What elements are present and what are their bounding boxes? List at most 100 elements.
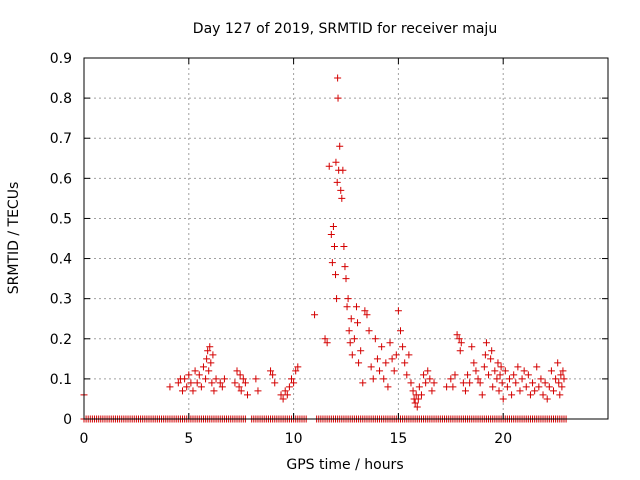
y-tick-label: 0.9 (50, 51, 72, 67)
data-point (352, 303, 360, 311)
data-point (554, 359, 562, 367)
data-point (537, 375, 545, 383)
data-point (361, 307, 369, 315)
data-point (493, 375, 501, 383)
data-point (545, 383, 553, 391)
data-point (174, 379, 182, 387)
data-point (241, 379, 249, 387)
data-point (267, 367, 275, 375)
data-point (535, 383, 543, 391)
data-point (321, 335, 329, 343)
data-point (394, 307, 402, 315)
data-point (508, 391, 516, 399)
data-point (424, 367, 432, 375)
data-point (456, 347, 464, 355)
data-point (342, 275, 350, 283)
data-point (541, 379, 549, 387)
data-point (478, 391, 486, 399)
data-point (531, 387, 539, 395)
data-point (340, 243, 348, 251)
data-point (207, 359, 215, 367)
data-point (488, 347, 496, 355)
data-point (396, 327, 404, 335)
y-tick-label: 0 (63, 412, 72, 428)
data-point (233, 367, 241, 375)
y-tick-label: 0.1 (50, 372, 72, 388)
data-point (210, 387, 218, 395)
data-point (480, 363, 488, 371)
data-point (559, 367, 567, 375)
data-point (411, 399, 419, 407)
data-point (209, 351, 217, 359)
data-point (294, 363, 302, 371)
data-point (557, 371, 565, 379)
data-point (328, 259, 336, 267)
data-point (498, 379, 506, 387)
data-point (363, 311, 371, 319)
data-point (197, 383, 205, 391)
data-point (330, 243, 338, 251)
data-point (365, 327, 373, 335)
data-point (329, 222, 337, 230)
data-point (239, 375, 247, 383)
data-point (290, 379, 298, 387)
y-tick-label: 0.6 (50, 171, 72, 187)
data-point (341, 263, 349, 271)
x-tick-label: 0 (80, 431, 89, 447)
data-point (405, 351, 413, 359)
data-point (339, 166, 347, 174)
data-point (529, 379, 537, 387)
data-point (422, 379, 430, 387)
data-point (347, 315, 355, 323)
data-point (218, 383, 226, 391)
data-point (346, 339, 354, 347)
data-point (415, 383, 423, 391)
data-point (491, 367, 499, 375)
data-point (203, 355, 211, 363)
data-point (461, 387, 469, 395)
data-point (332, 158, 340, 166)
data-point (344, 295, 352, 303)
data-point (499, 395, 507, 403)
data-point (518, 375, 526, 383)
data-point (235, 383, 243, 391)
data-point (378, 343, 386, 351)
data-point (403, 371, 411, 379)
data-point (231, 379, 239, 387)
data-point (350, 335, 358, 343)
data-point (348, 351, 356, 359)
y-tick-label: 0.2 (50, 332, 72, 348)
data-point (388, 355, 396, 363)
y-tick-label: 0.8 (50, 91, 72, 107)
plot-frame (83, 57, 609, 420)
data-point (338, 194, 346, 202)
data-point (555, 379, 563, 387)
data-point (468, 343, 476, 351)
data-point (336, 142, 344, 150)
data-point (325, 162, 333, 170)
data-point (407, 379, 415, 387)
data-point (390, 367, 398, 375)
data-point (496, 371, 504, 379)
data-point (426, 375, 434, 383)
data-point (277, 391, 285, 399)
data-point (369, 375, 377, 383)
data-point (354, 319, 362, 327)
data-point (533, 363, 541, 371)
data-point (166, 383, 174, 391)
data-point (495, 387, 503, 395)
data-point (526, 391, 534, 399)
data-point (355, 359, 363, 367)
y-axis-label: SRMTID / TECUs (6, 182, 22, 295)
data-point (457, 339, 465, 347)
data-point (367, 363, 375, 371)
data-point (414, 395, 422, 403)
data-point (392, 351, 400, 359)
data-point (514, 363, 522, 371)
x-axis-label: GPS time / hours (286, 457, 403, 473)
data-point (413, 403, 421, 411)
data-point (399, 343, 407, 351)
x-tick-label: 20 (494, 431, 512, 447)
data-point (208, 379, 216, 387)
